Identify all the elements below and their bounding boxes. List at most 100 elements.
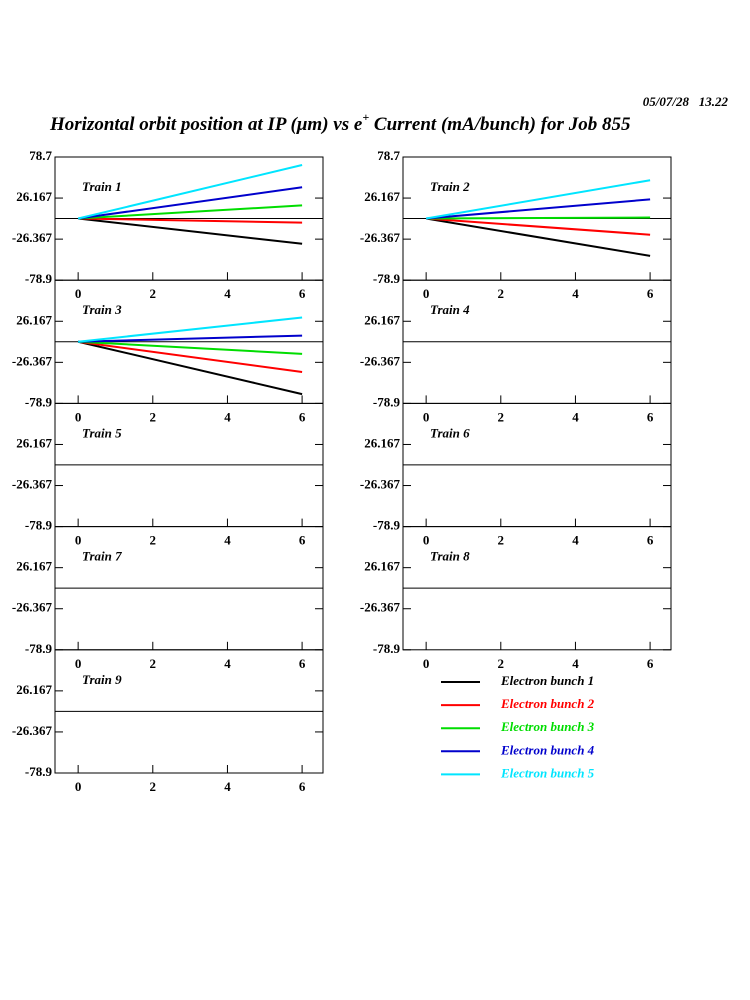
series-line: [77, 340, 303, 396]
x-tick-label: 4: [572, 656, 579, 671]
legend-label: Electron bunch 4: [500, 742, 595, 757]
x-tick-label: 2: [150, 409, 157, 424]
x-tick-label: 2: [150, 656, 157, 671]
x-tick-label: 0: [423, 533, 430, 548]
x-tick-label: 0: [75, 779, 82, 794]
x-tick-label: 2: [498, 533, 505, 548]
series-line: [78, 217, 303, 245]
y-tick-label: -26.367: [360, 600, 401, 615]
series-line: [426, 216, 651, 220]
series-line: [425, 179, 651, 220]
x-tick-label: 0: [75, 409, 82, 424]
y-tick-label: -78.9: [25, 394, 53, 409]
panel-label: Train 5: [82, 425, 122, 440]
x-tick-label: 2: [498, 286, 505, 301]
y-tick-label: -78.9: [373, 641, 401, 656]
panel-label: Train 9: [82, 672, 122, 687]
panel-label: Train 3: [82, 302, 122, 317]
x-tick-label: 2: [150, 779, 157, 794]
x-tick-label: 4: [224, 286, 231, 301]
y-tick-label: -26.367: [12, 353, 53, 368]
x-tick-label: 6: [299, 409, 306, 424]
y-tick-label: -78.9: [25, 641, 53, 656]
x-tick-label: 4: [572, 409, 579, 424]
y-tick-label: 26.167: [364, 312, 400, 327]
y-tick-label: 78.7: [377, 148, 400, 163]
x-tick-label: 0: [75, 533, 82, 548]
y-tick-label: 26.167: [364, 435, 400, 450]
y-tick-label: -78.9: [25, 271, 53, 286]
x-tick-label: 0: [423, 656, 430, 671]
x-tick-label: 6: [299, 533, 306, 548]
y-tick-label: -26.367: [12, 600, 53, 615]
x-tick-label: 6: [647, 286, 654, 301]
x-tick-label: 2: [150, 286, 157, 301]
x-tick-label: 4: [572, 286, 579, 301]
series-line: [78, 334, 303, 343]
y-tick-label: 78.7: [29, 148, 52, 163]
x-tick-label: 0: [75, 286, 82, 301]
x-tick-label: 0: [75, 656, 82, 671]
x-tick-label: 0: [423, 409, 430, 424]
y-tick-label: 26.167: [16, 312, 52, 327]
x-tick-label: 6: [299, 779, 306, 794]
panel-label: Train 6: [430, 425, 470, 440]
panel-label: Train 4: [430, 302, 470, 317]
legend-label: Electron bunch 2: [500, 696, 595, 711]
y-tick-label: -78.9: [25, 764, 53, 779]
series-line: [425, 217, 651, 257]
series-line: [426, 198, 651, 220]
y-tick-label: -26.367: [12, 230, 53, 245]
legend-label: Electron bunch 5: [500, 765, 595, 780]
panel-label: Train 7: [82, 549, 122, 564]
title-start: Horizontal orbit position at IP (μm) vs …: [49, 114, 363, 135]
series-line: [78, 186, 303, 220]
panel-label: Train 2: [430, 179, 470, 194]
x-tick-label: 6: [299, 656, 306, 671]
chart-title: Horizontal orbit position at IP (μm) vs …: [49, 110, 631, 136]
y-tick-label: -78.9: [25, 518, 53, 533]
x-tick-label: 6: [647, 533, 654, 548]
y-tick-label: -26.367: [12, 723, 53, 738]
x-tick-label: 2: [498, 409, 505, 424]
y-tick-label: -78.9: [373, 518, 401, 533]
y-tick-label: 26.167: [16, 682, 52, 697]
legend-label: Electron bunch 1: [500, 673, 594, 688]
y-tick-label: -26.367: [12, 477, 53, 492]
series-line: [78, 204, 303, 220]
panel-label: Train 1: [82, 179, 122, 194]
x-tick-label: 6: [647, 656, 654, 671]
x-tick-label: 4: [224, 779, 231, 794]
y-tick-label: -26.367: [360, 230, 401, 245]
series-line: [77, 164, 303, 220]
y-tick-label: 26.167: [16, 559, 52, 574]
x-tick-label: 4: [224, 409, 231, 424]
series-line: [426, 217, 651, 236]
x-tick-label: 6: [299, 286, 306, 301]
title-end: Current (mA/bunch) for Job 855: [369, 114, 631, 135]
series-line: [78, 316, 303, 343]
y-tick-label: 26.167: [16, 189, 52, 204]
x-tick-label: 2: [498, 656, 505, 671]
x-tick-label: 6: [647, 409, 654, 424]
series-line: [78, 340, 303, 355]
y-tick-label: -26.367: [360, 477, 401, 492]
y-tick-label: -78.9: [373, 394, 401, 409]
panel-label: Train 8: [430, 549, 470, 564]
x-tick-label: 2: [150, 533, 157, 548]
y-tick-label: -78.9: [373, 271, 401, 286]
y-tick-label: -26.367: [360, 353, 401, 368]
legend-label: Electron bunch 3: [500, 719, 595, 734]
y-tick-label: 26.167: [364, 559, 400, 574]
x-tick-label: 0: [423, 286, 430, 301]
series-line: [78, 217, 303, 224]
y-tick-label: 26.167: [364, 189, 400, 204]
x-tick-label: 4: [224, 656, 231, 671]
series-line: [78, 340, 303, 374]
timestamp: 05/07/28 13.22: [643, 94, 729, 109]
x-tick-label: 4: [572, 533, 579, 548]
y-tick-label: 26.167: [16, 435, 52, 450]
x-tick-label: 4: [224, 533, 231, 548]
